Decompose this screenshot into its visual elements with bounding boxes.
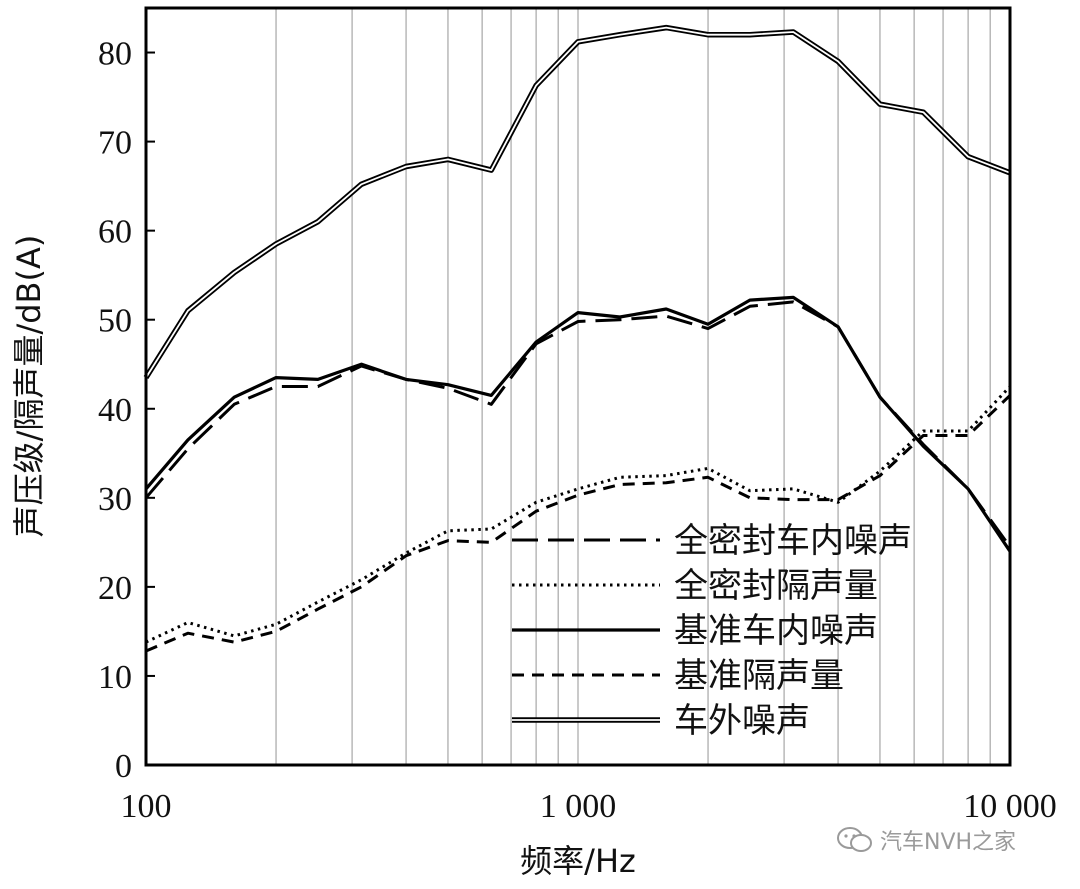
x-tick-label: 10 000 [963, 788, 1057, 825]
legend-label: 全密封车内噪声 [674, 521, 912, 561]
series-layer [143, 24, 1012, 653]
series-line [144, 295, 1012, 553]
y-tick-label: 0 [115, 748, 132, 785]
y-tick-label: 80 [98, 36, 132, 73]
y-tick-label: 50 [98, 303, 132, 340]
tick-layer: 100 1 000 10 000 0 10 20 30 40 50 60 70 80 [98, 36, 1057, 825]
y-tick-label: 70 [98, 125, 132, 162]
wechat-icon [837, 827, 872, 852]
plot-frame [144, 6, 1012, 767]
y-tick-label: 60 [98, 214, 132, 251]
legend-label: 全密封隔声量 [674, 566, 878, 606]
series-path [145, 26, 1011, 379]
y-tick-label: 20 [98, 570, 132, 607]
series-path [144, 295, 1012, 553]
y-axis-title: 声压级/隔声量/dB(A) [10, 235, 48, 538]
x-axis-title: 频率/Hz [520, 842, 636, 880]
grid-layer [145, 8, 1011, 765]
watermark-text: 汽车NVH之家 [880, 830, 1017, 855]
x-tick-label: 1 000 [540, 788, 617, 825]
y-tick-label: 40 [98, 392, 132, 429]
series-path [145, 394, 1012, 653]
series-line [145, 385, 1012, 644]
series-path [145, 385, 1012, 644]
watermark: 汽车NVH之家 [836, 824, 1016, 856]
x-tick-label: 100 [121, 788, 172, 825]
series-line [143, 24, 1011, 380]
legend-label: 基准隔声量 [674, 656, 844, 696]
y-tick-label: 10 [98, 659, 132, 696]
legend-label: 基准车内噪声 [674, 611, 878, 651]
legend-label: 车外噪声 [674, 701, 810, 741]
series-line [145, 394, 1012, 653]
y-tick-label: 30 [98, 481, 132, 518]
